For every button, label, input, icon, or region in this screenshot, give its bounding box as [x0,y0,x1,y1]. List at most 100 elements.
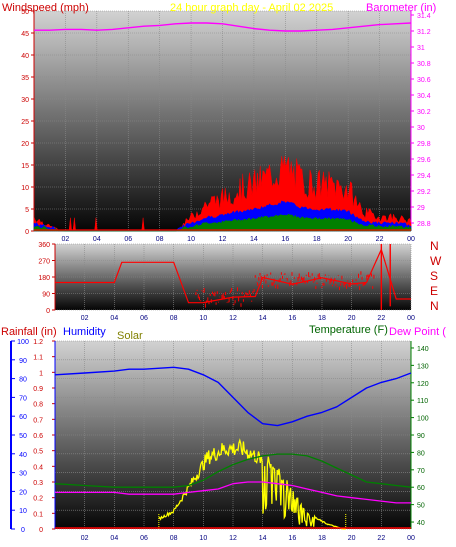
wind-x-tick-label: 06 [124,236,132,243]
direction-x-axis: 02 04 06 08 10 12 14 16 18 20 22 00 [81,315,415,322]
temperature-tick-label: 50 [417,503,425,510]
temperature-tick-label: 140 [417,346,429,353]
rain-tick-label: 0.5 [33,449,43,456]
direction-x-tick-label: 18 [318,315,326,322]
humidity-title: Humidity [63,326,106,338]
temperature-tick-label: 130 [417,363,429,370]
compass-label: N [430,239,439,253]
wind-tick-label: 40 [21,53,29,60]
temperature-tick-label: 110 [417,398,428,405]
direction-tick-label: 0 [46,308,50,315]
humidity-tick-label: 0 [21,527,25,534]
direction-x-tick-label: 22 [377,315,385,322]
humidity-tick-label: 20 [19,489,27,496]
rain-tick-label: 0.6 [33,433,43,440]
barometer-title: Barometer (in) [366,2,436,14]
humidity-tick-label: 100 [17,339,29,346]
temperature-line [54,453,412,488]
temperature-title: Temperature (F) [309,324,388,336]
direction-x-tick-label: 20 [348,315,356,322]
wind-x-tick-label: 16 [281,236,289,243]
wind-tick-label: 15 [21,163,29,170]
climate-x-tick-label: 12 [229,535,237,542]
direction-tick-label: 90 [42,292,50,299]
rain-tick-label: 0.7 [33,417,43,424]
wind-tick-label: 20 [21,141,29,148]
barometer-line [34,22,412,32]
solar-line [158,438,346,530]
humidity-tick-label: 60 [19,414,27,421]
wind-x-tick-label: 08 [156,236,164,243]
climate-x-tick-label: 06 [140,535,148,542]
windspeed-title: Windspeed (mph) [2,2,89,14]
humidity-tick-label: 90 [19,358,27,365]
rain-tick-label: 0.1 [33,511,43,518]
graph-date-title: 24 hour graph day - April 02 2025 [170,2,333,14]
barometer-tick-label: 30.8 [417,61,431,68]
humidity-tick-label: 50 [19,433,27,440]
wind-series [33,22,412,232]
wind-axis-left: 0 5 10 15 20 25 30 35 40 45 50 [21,9,35,236]
wind-tick-label: 50 [21,9,29,16]
temperature-tick-label: 80 [417,450,425,457]
wind-x-tick-label: 02 [62,236,70,243]
compass-label: E [430,284,438,298]
wind-x-tick-label: 00 [407,236,415,243]
rain-tick-label: 0.9 [33,386,43,393]
rain-tick-label: 1.1 [33,355,43,362]
climate-x-tick-label: 08 [170,535,178,542]
temperature-tick-label: 120 [417,381,429,388]
direction-tick-label: 270 [38,259,50,266]
compass-label: W [430,254,442,268]
dew-point-title: Dew Point ( [389,326,446,338]
climate-x-tick-label: 00 [407,535,415,542]
barometer-tick-label: 29.4 [417,173,431,180]
direction-tick-label: 180 [38,275,50,282]
barometer-tick-label: 31.4 [417,13,431,20]
rainfall-title: Rainfall (in) [1,326,57,338]
barometer-tick-label: 28.8 [417,221,431,228]
climate-x-axis: 02 04 06 08 10 12 14 16 18 20 22 00 [81,535,415,542]
wind-tick-label: 45 [21,31,29,38]
humidity-tick-label: 70 [19,395,27,402]
barometer-tick-label: 30.6 [417,77,431,84]
wind-tick-label: 10 [21,185,29,192]
direction-variability [195,271,375,308]
rain-tick-label: 0.2 [33,496,43,503]
direction-x-tick-label: 16 [288,315,296,322]
direction-x-tick-label: 14 [259,315,267,322]
rain-tick-label: 1 [39,370,43,377]
humidity-tick-label: 10 [19,508,27,515]
barometer-axis-right: 28.8 29 29.2 29.4 29.6 29.8 30 30.2 30.4 30.6 30.8… [410,11,431,231]
temperature-tick-label: 70 [417,468,425,475]
climate-x-tick-label: 02 [81,535,89,542]
wind-x-tick-label: 10 [187,236,195,243]
barometer-tick-label: 29.2 [417,189,431,196]
climate-series [54,366,412,530]
direction-tick-label: 360 [38,242,50,249]
wind-tick-label: 30 [21,97,29,104]
rain-tick-label: 1.2 [33,339,43,346]
wind-tick-label: 5 [25,207,29,214]
wind-x-tick-label: 14 [250,236,258,243]
climate-x-tick-label: 22 [377,535,385,542]
direction-series [55,244,411,310]
direction-x-tick-label: 00 [407,315,415,322]
humidity-tick-label: 80 [19,377,27,384]
wind-x-tick-label: 04 [93,236,101,243]
rain-tick-label: 0.3 [33,480,43,487]
temperature-tick-label: 100 [417,416,429,423]
direction-x-tick-label: 12 [229,315,237,322]
temperature-tick-label: 60 [417,485,425,492]
temperature-tick-label: 90 [417,433,425,440]
climate-x-tick-label: 20 [348,535,356,542]
solar-title: Solar [117,330,143,342]
direction-x-tick-label: 04 [110,315,118,322]
barometer-tick-label: 30.4 [417,93,431,100]
barometer-tick-label: 29 [417,205,425,212]
rain-axis: 0 0.1 0.2 0.3 0.4 0.5 0.6 0.7 0.8 0.9 1 1.1 1.2 [10,339,55,534]
climate-x-tick-label: 16 [288,535,296,542]
